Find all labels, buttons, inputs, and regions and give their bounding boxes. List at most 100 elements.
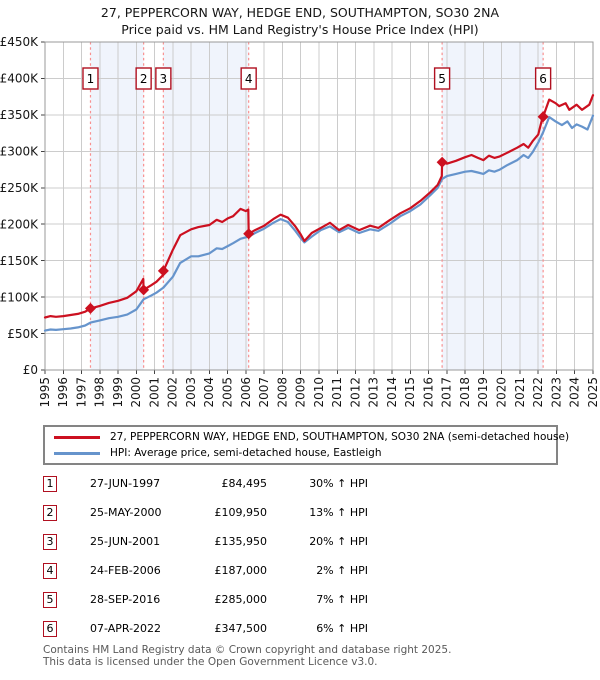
legend-entry-price: 27, PEPPERCORN WAY, HEDGE END, SOUTHAMPT… bbox=[45, 429, 569, 445]
sale-number-label-4: 4 bbox=[245, 72, 253, 86]
chart-legend: 27, PEPPERCORN WAY, HEDGE END, SOUTHAMPT… bbox=[43, 425, 569, 465]
sale-price: £84,495 bbox=[221, 477, 268, 490]
page-subtitle: Price paid vs. HM Land Registry's House … bbox=[121, 22, 479, 37]
sale-number-badge: 4 bbox=[43, 563, 57, 579]
x-tick-label: 2022 bbox=[531, 377, 545, 408]
hpi-line bbox=[43, 114, 595, 332]
sale-marker-4 bbox=[243, 228, 255, 240]
sale-number-badge: 6 bbox=[43, 621, 57, 637]
ownership-period-band bbox=[163, 42, 249, 370]
sale-number-box-1 bbox=[82, 67, 99, 90]
table-row: 4 24-FEB-2006 £187,000 2% ↑ HPI bbox=[0, 563, 600, 581]
plot-border bbox=[44, 41, 594, 371]
x-tick-label: 2013 bbox=[367, 377, 381, 408]
sale-number-label-1: 1 bbox=[87, 72, 95, 86]
x-tick-label: 1995 bbox=[38, 377, 52, 408]
hpi-series-swatch bbox=[54, 451, 100, 455]
x-tick-label: 1998 bbox=[93, 377, 107, 408]
sale-date: 07-APR-2022 bbox=[90, 622, 162, 635]
sale-number-box-6 bbox=[534, 67, 552, 90]
x-tick-label: 2005 bbox=[221, 377, 235, 408]
x-tick-label: 2006 bbox=[239, 377, 253, 408]
footer-line-2: This data is licensed under the Open Gov… bbox=[43, 655, 378, 668]
hpi-series-label: HPI: Average price, semi-detached house,… bbox=[110, 447, 382, 459]
x-tick-label: 2014 bbox=[385, 377, 399, 408]
x-tick-label: 2001 bbox=[147, 377, 161, 408]
sale-number-label-2: 2 bbox=[140, 72, 148, 86]
x-tick-label: 2023 bbox=[549, 377, 563, 408]
x-tick-label: 2007 bbox=[257, 377, 271, 408]
x-tick-label: 2010 bbox=[312, 377, 326, 408]
sale-vs-hpi: 7% ↑ HPI bbox=[316, 593, 368, 606]
y-tick-label: £50K bbox=[7, 327, 39, 341]
y-tick-label: £450K bbox=[0, 35, 39, 49]
sale-number-label-6: 6 bbox=[539, 72, 547, 86]
sale-price: £347,500 bbox=[214, 622, 268, 635]
table-row: 6 07-APR-2022 £347,500 6% ↑ HPI bbox=[0, 621, 600, 639]
sale-vs-hpi: 6% ↑ HPI bbox=[316, 622, 368, 635]
page-title: 27, PEPPERCORN WAY, HEDGE END, SOUTHAMPT… bbox=[100, 5, 500, 20]
sale-marker-1 bbox=[84, 302, 96, 314]
x-tick-label: 2008 bbox=[275, 377, 289, 408]
x-tick-label: 2004 bbox=[202, 377, 216, 408]
sale-number-badge: 2 bbox=[43, 505, 57, 521]
price-history-chart: 1995 1996 1997 1998 1999 2000 2001 2002 2003 2004… bbox=[0, 35, 600, 408]
y-tick-label: £0 bbox=[23, 363, 38, 377]
y-tick-label: £350K bbox=[0, 108, 39, 122]
footer-line-1: Contains HM Land Registry data © Crown c… bbox=[43, 644, 452, 656]
sale-number-box-4 bbox=[240, 67, 257, 90]
sale-date: 27-JUN-1997 bbox=[90, 477, 161, 490]
x-tick-label: 2017 bbox=[440, 377, 454, 408]
sale-price: £187,000 bbox=[214, 564, 268, 577]
y-tick-label: £300K bbox=[0, 145, 39, 159]
sale-number-label-3: 3 bbox=[160, 72, 168, 86]
sale-price: £135,950 bbox=[214, 535, 268, 548]
sale-vs-hpi: 30% ↑ HPI bbox=[309, 477, 368, 490]
x-tick-label: 2012 bbox=[348, 377, 362, 408]
x-tick-label: 2016 bbox=[421, 377, 435, 408]
x-tick-label: 2021 bbox=[513, 377, 527, 408]
y-tick-label: £100K bbox=[0, 290, 39, 304]
y-tick-label: £250K bbox=[0, 181, 39, 195]
x-tick-label: 2000 bbox=[129, 377, 143, 408]
license-footer: Contains HM Land Registry data © Crown c… bbox=[43, 644, 452, 668]
sale-date: 25-MAY-2000 bbox=[90, 506, 162, 519]
sale-marker-6 bbox=[537, 111, 549, 123]
sale-vs-hpi: 20% ↑ HPI bbox=[309, 535, 368, 548]
price-series-label: 27, PEPPERCORN WAY, HEDGE END, SOUTHAMPT… bbox=[110, 431, 570, 443]
sale-marker-2 bbox=[138, 284, 150, 296]
x-tick-label: 2002 bbox=[166, 377, 180, 408]
sale-number-box-2 bbox=[135, 67, 152, 90]
sale-number-badge: 3 bbox=[43, 534, 57, 550]
x-tick-label: 2024 bbox=[568, 377, 582, 408]
sale-number-box-5 bbox=[433, 67, 451, 90]
x-tick-label: 2018 bbox=[458, 377, 472, 408]
sale-date: 24-FEB-2006 bbox=[90, 564, 161, 577]
sale-number-box-3 bbox=[155, 67, 172, 90]
sale-price: £285,000 bbox=[214, 593, 268, 606]
sale-vs-hpi: 2% ↑ HPI bbox=[316, 564, 368, 577]
sale-marker-3 bbox=[157, 265, 169, 277]
sale-number-badge: 1 bbox=[43, 476, 57, 492]
x-tick-label: 2011 bbox=[330, 377, 344, 408]
sale-date: 25-JUN-2001 bbox=[90, 535, 161, 548]
x-tick-label: 1997 bbox=[74, 377, 88, 408]
y-tick-label: £400K bbox=[0, 72, 39, 86]
sale-number-badge: 5 bbox=[43, 592, 57, 608]
price-paid-line bbox=[43, 94, 595, 319]
table-row: 2 25-MAY-2000 £109,950 13% ↑ HPI bbox=[0, 505, 600, 523]
sale-vs-hpi: 13% ↑ HPI bbox=[309, 506, 368, 519]
x-tick-label: 2019 bbox=[476, 377, 490, 408]
x-tick-label: 2009 bbox=[294, 377, 308, 408]
sale-price: £109,950 bbox=[214, 506, 268, 519]
x-tick-label: 2015 bbox=[403, 377, 417, 408]
table-row: 1 27-JUN-1997 £84,495 30% ↑ HPI bbox=[0, 476, 600, 494]
legend-entry-hpi: HPI: Average price, semi-detached house,… bbox=[45, 445, 556, 461]
x-tick-label: 1999 bbox=[111, 377, 125, 408]
ownership-period-band bbox=[442, 42, 544, 370]
price-series-swatch bbox=[54, 435, 100, 439]
y-tick-label: £200K bbox=[0, 217, 39, 231]
y-tick-label: £150K bbox=[0, 254, 39, 268]
sale-marker-5 bbox=[436, 156, 448, 168]
